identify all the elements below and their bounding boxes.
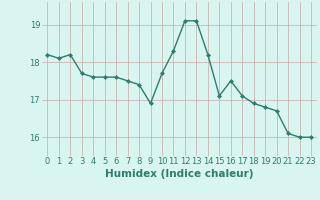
X-axis label: Humidex (Indice chaleur): Humidex (Indice chaleur) <box>105 169 253 179</box>
